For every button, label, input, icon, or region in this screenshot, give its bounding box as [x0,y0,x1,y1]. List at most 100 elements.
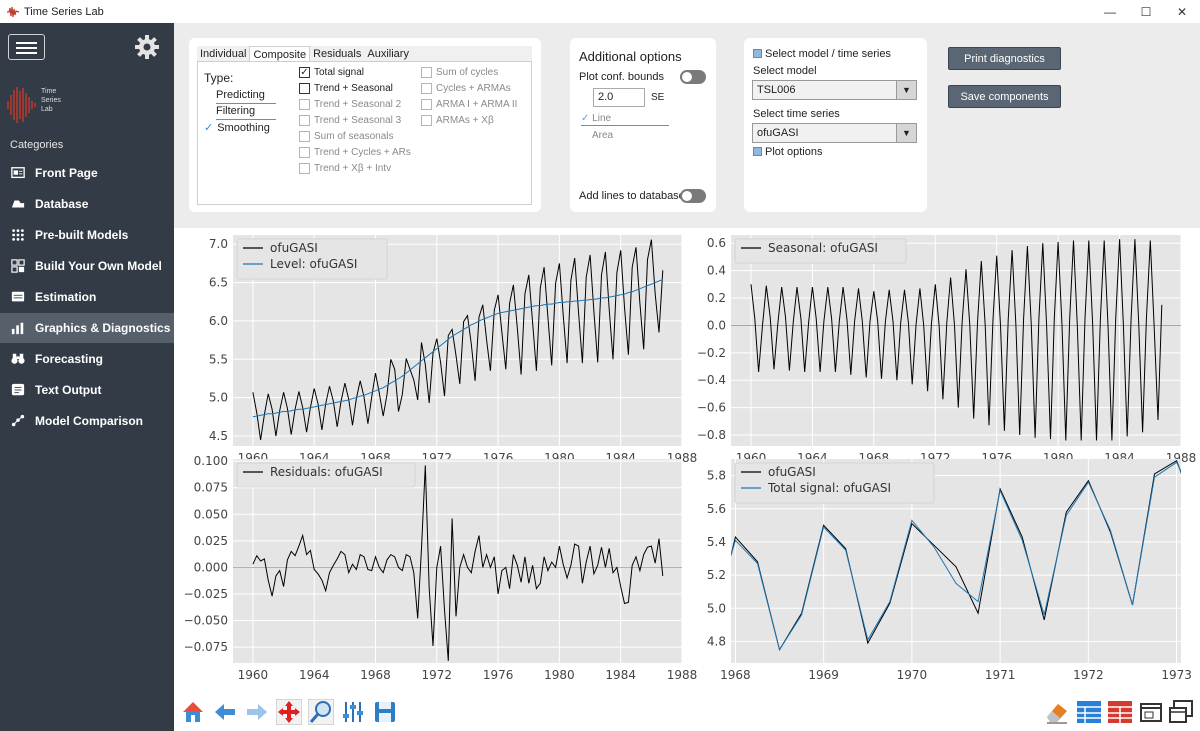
maximize-button[interactable]: ☐ [1140,4,1152,19]
home-icon[interactable] [180,699,206,725]
checkbox-icon [753,147,762,156]
sidebar-item-build-your-own-model[interactable]: Build Your Own Model [0,251,174,281]
checkbox-box [299,147,310,158]
chart-top-left: 1960 1964 1968 1972 1976 1980 1984 19884.55.05.… [209,235,697,465]
checkbox-trend-seasonal-3[interactable]: Trend + Seasonal 3 [299,115,401,126]
plot-conf-bounds-toggle[interactable] [680,70,706,84]
checkbox-box [421,67,432,78]
checkbox-trend-seasonal[interactable]: Trend + Seasonal [299,83,393,94]
checkbox-box [299,131,310,142]
categories-label: Categories [10,139,64,151]
checkbox-total-signal[interactable]: ✓ Total signal [299,67,364,78]
checkbox-armas-x[interactable]: ARMAs + Xβ [421,115,494,126]
checkbox-label: Total signal [314,67,365,78]
checkbox-trend-seasonal-2[interactable]: Trend + Seasonal 2 [299,99,401,110]
model-select[interactable]: TSL006 ▼ [752,80,917,100]
check-icon: ✓ [581,113,593,124]
checkbox-sum-of-cycles[interactable]: Sum of cycles [421,67,498,78]
y-tick-label: 0.0 [707,318,726,332]
sidebar-item-front-page[interactable]: Front Page [0,158,174,188]
checkbox-label: Sum of seasonals [314,131,394,142]
eraser-icon[interactable] [1044,699,1070,725]
y-tick-label: 0.000 [194,560,228,574]
select-model-label: Select model [753,65,817,77]
chart-bottom-left: 1960 1964 1968 1972 1976 1980 1984 1988 −0.075 −0… [184,454,698,682]
checkbox-label: Trend + Seasonal [314,83,393,94]
logo-text-2: Series [41,97,61,104]
plot-background [731,235,1181,446]
print-diagnostics-button[interactable]: Print diagnostics [948,47,1061,70]
series-line-3-1 [731,461,1181,651]
series-line-0-0 [252,239,664,440]
add-lines-label: Add lines to database [579,190,685,202]
gear-icon[interactable] [133,33,161,61]
layout-red-icon[interactable] [1107,699,1133,725]
forward-arrow-icon[interactable] [244,699,270,725]
checkbox-cycles-armas[interactable]: Cycles + ARMAs [421,83,511,94]
checkbox-label: Trend + Cycles + ARs [314,147,411,158]
select-model-ts-checkbox[interactable]: Select model / time series [753,48,891,60]
tab-residuals[interactable]: Residuals [313,48,362,60]
sidebar-item-label: Text Output [35,383,102,397]
sidebar-item-database[interactable]: Database [0,189,174,219]
save-components-button[interactable]: Save components [948,85,1061,108]
sidebar-item-forecasting[interactable]: Forecasting [0,344,174,374]
y-tick-label: 6.0 [209,314,228,328]
pan-icon[interactable] [276,699,302,725]
line-option[interactable]: ✓ Line [581,113,669,126]
legend-label: Level: ofuGASI [270,257,357,271]
tab-auxiliary[interactable]: Auxiliary [367,48,409,60]
chevron-down-icon: ▼ [896,81,916,99]
back-arrow-icon[interactable] [212,699,238,725]
tab-individual[interactable]: Individual [200,48,247,60]
layout-blue-icon[interactable] [1076,699,1102,725]
minimize-button[interactable]: — [1104,4,1116,19]
menu-button[interactable] [8,34,45,60]
ts-select[interactable]: ofuGASI ▼ [752,123,917,143]
checkbox-label: ARMAs + Xβ [436,115,494,126]
sidebar-item-graphics-diagnostics[interactable]: Graphics & Diagnostics [0,313,174,343]
sidebar-item-estimation[interactable]: Estimation [0,282,174,312]
subplots-icon[interactable] [340,699,366,725]
checkbox-trend-cycles-ars[interactable]: Trend + Cycles + ARs [299,147,411,158]
checkbox-box [421,115,432,126]
tab-composite[interactable]: Composite [249,46,311,61]
x-tick-label: 1984 [605,668,636,682]
series-line-1-0 [750,239,1163,441]
window-icon[interactable] [1138,699,1164,725]
checkbox-box [421,83,432,94]
close-button[interactable]: ✕ [1176,4,1188,19]
checkbox-label: ARMA I + ARMA II [436,99,518,110]
type-option-predicting[interactable]: Predicting [216,89,276,104]
legend-label: Seasonal: ofuGASI [768,241,878,255]
legend-label: Total signal: ofuGASI [767,481,891,495]
type-option-filtering[interactable]: Filtering [216,105,276,120]
add-lines-toggle[interactable] [680,189,706,203]
zoom-icon[interactable] [308,699,334,725]
x-tick-label: 1971 [985,668,1016,682]
sidebar-item-text-output[interactable]: Text Output [0,375,174,405]
y-tick-label: 0.100 [194,454,228,468]
checkbox-arma-i-arma-ii[interactable]: ARMA I + ARMA II [421,99,517,110]
plot-options-checkbox[interactable]: Plot options [753,146,822,158]
sidebar-item-pre-built-models[interactable]: Pre-built Models [0,220,174,250]
y-tick-label: 5.6 [707,502,726,516]
se-input[interactable]: 2.0 [593,88,645,107]
sidebar-item-model-comparison[interactable]: Model Comparison [0,406,174,436]
legend: ofuGASI Total signal: ofuGASI [734,462,935,504]
sidebar-item-label: Build Your Own Model [35,259,162,273]
save-icon[interactable] [372,699,398,725]
type-option-smoothing[interactable]: ✓ Smoothing [204,121,270,136]
y-tick-label: 5.2 [707,568,726,582]
tab-pane: Type: Predicting Filtering ✓ Smoothing ✓ Tot… [197,62,532,205]
window-double-icon[interactable] [1168,699,1194,725]
x-tick-label: 1960 [238,668,269,682]
checkbox-label: Trend + Seasonal 2 [314,99,402,110]
select-ts-label: Select time series [753,108,840,120]
checkbox-trend-x-intv[interactable]: Trend + Xβ + Intv [299,163,391,174]
y-tick-label: −0.6 [697,401,726,415]
additional-options-title: Additional options [579,49,682,64]
checkbox-sum-of-seasonals[interactable]: Sum of seasonals [299,131,394,142]
area-option[interactable]: Area [592,130,614,141]
legend: Seasonal: ofuGASI [734,238,907,264]
